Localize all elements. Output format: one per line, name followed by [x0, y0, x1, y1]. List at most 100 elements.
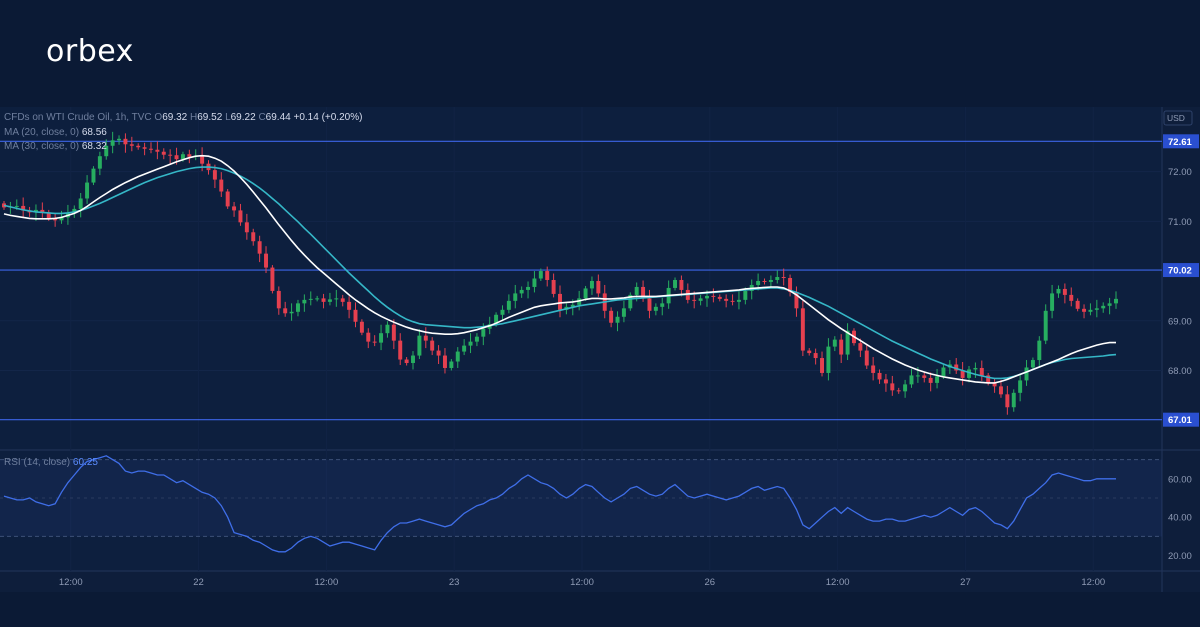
candle-up	[660, 303, 665, 307]
price-axis: 72.00 71.00 69.00 68.00 USD 72.61 70.02 67.01 60…	[1163, 110, 1199, 562]
candle-down	[161, 151, 166, 155]
candle-down	[149, 148, 153, 150]
candle-down	[596, 280, 601, 294]
candle-down	[442, 355, 447, 368]
candle-up	[462, 345, 467, 352]
candle-up	[775, 277, 780, 280]
candle-up	[500, 309, 505, 315]
candle-down	[960, 370, 965, 378]
candle-down	[871, 365, 876, 373]
candle-down	[641, 286, 646, 299]
candle-up	[302, 299, 307, 304]
time-tick-label: 26	[705, 577, 716, 588]
candle-down	[372, 341, 377, 343]
level-label: 67.01	[1168, 415, 1192, 426]
candle-down	[200, 155, 205, 164]
candle-up	[845, 330, 850, 355]
candle-down	[883, 379, 888, 384]
price-panel-bg	[0, 107, 1162, 450]
candle-up	[85, 182, 90, 199]
ma20-line	[3, 154, 1116, 384]
candle-down	[922, 375, 927, 378]
candle-up	[59, 217, 64, 221]
candle-up	[481, 328, 486, 337]
candle-up	[1030, 360, 1035, 368]
level-label-bg	[1163, 412, 1199, 427]
candle-up	[1056, 288, 1061, 294]
candle-up	[653, 306, 658, 311]
rsi-tick-label: 20.00	[1168, 551, 1192, 562]
candle-down	[858, 343, 863, 351]
candle-up	[468, 341, 473, 346]
rsi-tick-label: 40.00	[1168, 513, 1192, 524]
candle-up	[628, 294, 633, 309]
legend-ma20-value: 68.56	[81, 127, 107, 138]
candle-down	[430, 340, 435, 351]
candle-down	[283, 308, 288, 314]
candle-up	[583, 288, 588, 299]
price-tick-label: 71.00	[1168, 217, 1192, 228]
candle-down	[359, 321, 364, 333]
candle-down	[558, 293, 562, 310]
brand-logo: orbex	[46, 34, 134, 69]
candle-down	[391, 324, 396, 341]
candle-up	[634, 286, 639, 295]
legend-o-label: O	[154, 112, 163, 123]
axis-bg	[1162, 107, 1200, 592]
candle-up	[117, 138, 122, 141]
candle-up	[385, 324, 390, 334]
candle-down	[232, 206, 237, 211]
candle-down	[398, 340, 403, 360]
candle-up	[1011, 392, 1016, 408]
legend-ma30: MA (30, close, 0) 68.32	[4, 141, 107, 152]
candle-down	[168, 154, 173, 156]
candle-down	[276, 290, 281, 309]
candle-up	[449, 361, 454, 368]
candle-down	[212, 170, 217, 180]
candle-up	[935, 376, 940, 383]
candles	[2, 131, 1118, 415]
candle-down	[1075, 300, 1080, 309]
candle-up	[903, 384, 908, 392]
legend-rsi-value: 60.25	[72, 457, 98, 468]
moving-averages	[3, 154, 1117, 384]
candle-down	[244, 222, 249, 233]
candle-down	[53, 218, 58, 221]
candle-up	[1088, 309, 1093, 312]
candle-down	[21, 205, 26, 211]
candle-up	[832, 339, 837, 347]
level-label: 72.61	[1168, 137, 1192, 148]
candle-down	[813, 353, 818, 359]
candle-down	[609, 310, 614, 323]
candle-down	[820, 358, 825, 373]
candle-up	[110, 140, 115, 146]
candle-up	[14, 205, 19, 207]
legend-low: 69.22	[230, 112, 256, 123]
candle-down	[1069, 294, 1074, 301]
candle-up	[1114, 298, 1118, 304]
candle-up	[519, 289, 524, 294]
candle-down	[986, 375, 991, 383]
candle-down	[647, 298, 652, 311]
price-tick-label: 68.00	[1168, 366, 1192, 377]
candle-up	[78, 198, 83, 209]
candle-down	[1082, 308, 1087, 312]
legend-ma20: MA (20, close, 0) 68.56	[4, 127, 107, 138]
candle-up	[756, 280, 761, 285]
rsi-line	[3, 455, 1116, 553]
candle-down	[129, 144, 134, 146]
candle-down	[187, 154, 192, 157]
legend-rsi: RSI (14, close) 60.25	[4, 457, 98, 468]
candle-up	[570, 304, 575, 307]
candle-down	[340, 298, 345, 302]
candle-down	[136, 145, 141, 148]
candle-down	[839, 339, 844, 355]
candle-down	[807, 350, 812, 354]
candle-down	[423, 335, 428, 341]
price-tick-label: 72.00	[1168, 167, 1192, 178]
candle-down	[864, 350, 869, 366]
candle-up	[494, 314, 499, 325]
candle-down	[404, 359, 409, 364]
price-tick-label: 69.00	[1168, 316, 1192, 327]
